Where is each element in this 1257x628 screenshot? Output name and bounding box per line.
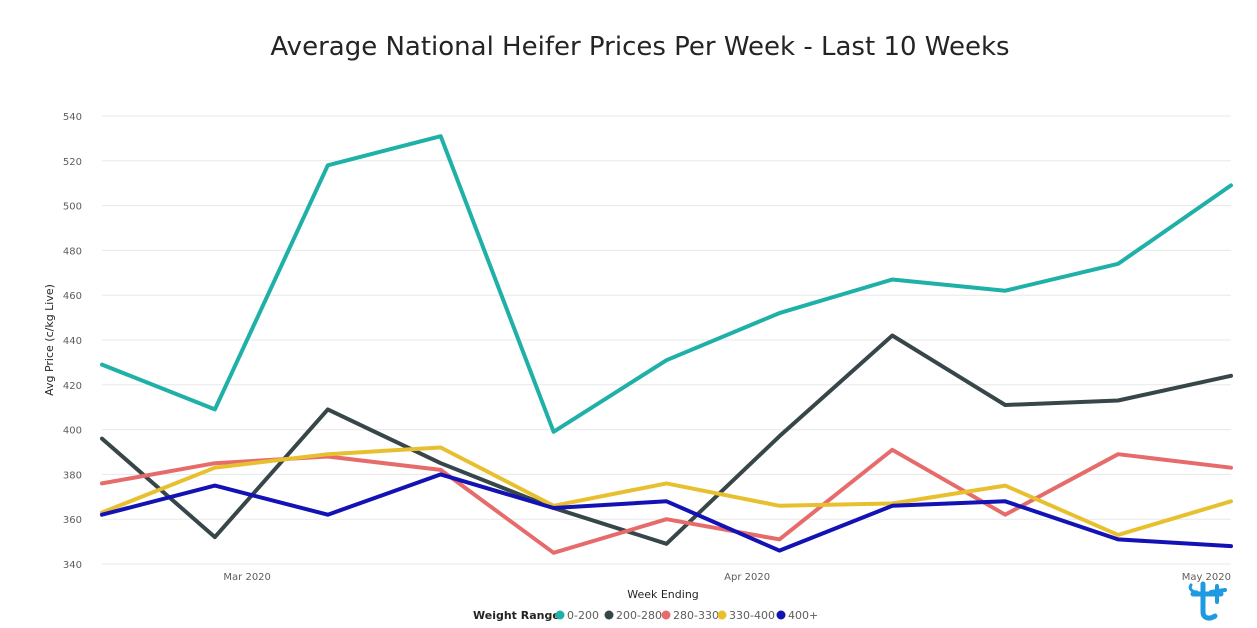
x-tick-label: May 2020 (1182, 572, 1231, 583)
series-line-0-200 (100, 134, 1233, 434)
y-tick-label: 380 (63, 470, 82, 481)
chart-title: Average National Heifer Prices Per Week … (270, 32, 1009, 62)
y-tick-label: 480 (63, 246, 82, 257)
y-axis-title: Avg Price (c/kg Live) (43, 284, 56, 396)
y-tick-label: 340 (63, 560, 82, 571)
legend-marker-0-200 (555, 610, 565, 620)
x-axis-ticks: Mar 2020 Apr 2020 May 2020 (223, 572, 1231, 583)
gridlines (102, 115, 1231, 565)
y-tick-label: 360 (63, 515, 82, 526)
y-tick-label: 460 (63, 291, 82, 302)
y-tick-label: 440 (63, 336, 82, 347)
y-axis-ticks: 340 360 380 400 420 440 460 480 500 520 540 (63, 112, 82, 571)
y-tick-label: 400 (63, 426, 82, 437)
y-tick-label: 540 (63, 112, 82, 123)
y-tick-label: 420 (63, 381, 82, 392)
x-axis-title: Week Ending (627, 588, 699, 601)
legend-marker-400+ (776, 610, 786, 620)
legend-label: 0-200 (567, 609, 599, 622)
legend-label: 200-280 (616, 609, 662, 622)
series-line-330-400 (100, 445, 1233, 537)
y-tick-label: 520 (63, 157, 82, 168)
x-tick-label: Mar 2020 (223, 572, 271, 583)
legend-label: 330-400 (729, 609, 775, 622)
legend-label: 400+ (788, 609, 818, 622)
legend-marker-200-280 (604, 610, 614, 620)
brand-logo-icon (1188, 581, 1227, 621)
y-tick-label: 500 (63, 202, 82, 213)
series-line-400+ (100, 472, 1233, 553)
legend-marker-330-400 (717, 610, 727, 620)
legend: Weight Range 0-200 200-280 280-330 330-400 4… (473, 609, 818, 622)
legend-label: 280-330 (673, 609, 719, 622)
series-line-200-280 (100, 333, 1233, 546)
legend-marker-280-330 (661, 610, 671, 620)
series-lines (100, 134, 1233, 555)
legend-title: Weight Range (473, 609, 560, 622)
x-tick-label: Apr 2020 (724, 572, 770, 583)
